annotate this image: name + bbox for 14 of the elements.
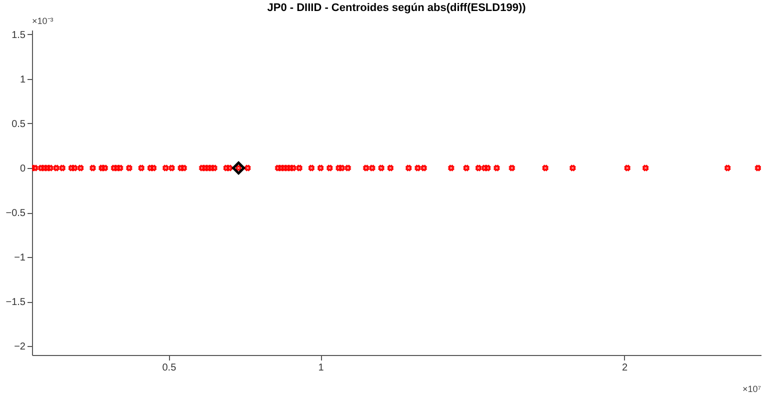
- x-tick-label: 1: [318, 362, 324, 374]
- y-tick-label: 1: [20, 74, 26, 86]
- x-tick-label: 0.5: [162, 362, 177, 374]
- y-tick-label: 1.5: [12, 30, 26, 41]
- y-tick-label: 0.5: [12, 118, 26, 130]
- y-tick-label: −0.5: [6, 208, 26, 220]
- y-tick-label: 0: [20, 164, 26, 175]
- chart-title: JP0 - DIIID - Centroides según abs(diff(ESLD199)): [267, 2, 526, 14]
- x-tick-label: 2: [622, 362, 628, 374]
- y-tick-label: −2: [14, 342, 26, 353]
- y-tick-label: −1.5: [6, 297, 26, 308]
- y-tick-label: −1: [14, 252, 26, 264]
- text: ×10⁷: [742, 384, 761, 394]
- text: ×10⁻³: [32, 16, 54, 26]
